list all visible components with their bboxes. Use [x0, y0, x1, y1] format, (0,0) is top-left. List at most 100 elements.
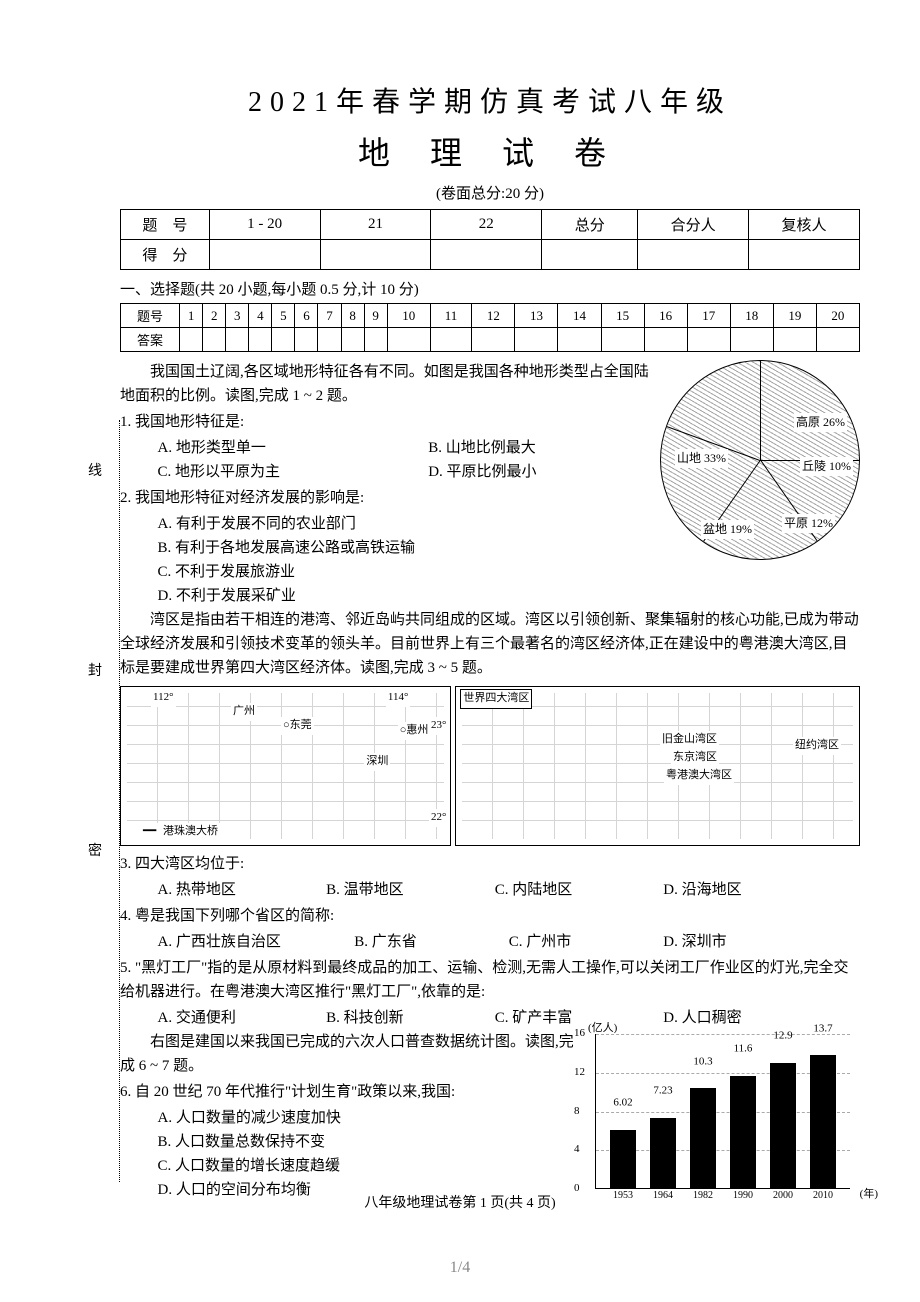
bar [730, 1076, 756, 1188]
bar-value-label: 12.9 [773, 1028, 792, 1046]
pie-chart-figure: 高原 26% 丘陵 10% 平原 12% 盆地 19% 山地 33% [660, 360, 860, 560]
answer-cell [515, 328, 558, 352]
q2-opt-c: C. 不利于发展旅游业 [158, 560, 861, 584]
page-counter: 1/4 [0, 1259, 920, 1277]
q4-stem: 4. 粤是我国下列哪个省区的简称: [120, 904, 860, 928]
answer-cell [364, 328, 387, 352]
binding-line [100, 420, 120, 1182]
q3-opt-b: B. 温带地区 [326, 878, 495, 902]
page-footer: 八年级地理试卷第 1 页(共 4 页) [0, 1192, 920, 1212]
bar-value-label: 7.23 [653, 1083, 672, 1101]
answer-header-num: 2 [203, 304, 226, 328]
bar-value-label: 11.6 [734, 1040, 753, 1058]
answer-cell [387, 328, 430, 352]
answer-cell [558, 328, 601, 352]
answer-header-num: 8 [341, 304, 364, 328]
q2-opt-d: D. 不利于发展采矿业 [158, 584, 861, 608]
answer-header-num: 12 [472, 304, 515, 328]
bar [810, 1055, 836, 1188]
pie-label-pendi: 盆地 19% [701, 520, 754, 539]
pie-label-gaoyuan: 高原 26% [794, 413, 847, 432]
answer-header-num: 17 [687, 304, 730, 328]
q1-opt-a: A. 地形类型单一 [158, 436, 425, 460]
answer-header-num: 19 [773, 304, 816, 328]
answer-table-row: 答案 [121, 328, 860, 352]
answer-header-num: 20 [816, 304, 859, 328]
answer-header-num: 7 [318, 304, 341, 328]
q1-opt-d: D. 平原比例最小 [428, 460, 597, 484]
q4-opt-a: A. 广西壮族自治区 [158, 930, 355, 954]
answer-header-num: 16 [644, 304, 687, 328]
answer-cell [687, 328, 730, 352]
answer-cell [203, 328, 226, 352]
q5-opt-a: A. 交通便利 [158, 1006, 327, 1030]
map-right-title: 世界四大湾区 [460, 689, 532, 709]
bar [770, 1063, 796, 1188]
answer-header-num: 6 [295, 304, 318, 328]
answer-header-num: 3 [226, 304, 249, 328]
bar [650, 1118, 676, 1188]
map-row: 112° 114° 广州 ○东莞 ○惠州 23° 深圳 港珠澳大桥 22° ━━… [120, 686, 860, 846]
answer-header-num: 11 [430, 304, 472, 328]
q1-opt-c: C. 地形以平原为主 [158, 460, 425, 484]
answer-cell [730, 328, 773, 352]
answer-header-num: 5 [272, 304, 295, 328]
map-left: 112° 114° 广州 ○东莞 ○惠州 23° 深圳 港珠澳大桥 22° ━━ [120, 686, 451, 846]
answer-cell [318, 328, 341, 352]
answer-table-header: 题号1234567891011121314151617181920 [121, 304, 860, 328]
score-table-row: 得 分 [121, 240, 860, 270]
answer-cell [180, 328, 203, 352]
answer-header-num: 10 [387, 304, 430, 328]
q3-opt-a: A. 热带地区 [158, 878, 327, 902]
answer-cell [773, 328, 816, 352]
q5-opt-b: B. 科技创新 [326, 1006, 495, 1030]
title-line2: 地 理 试 卷 [120, 128, 860, 174]
q5-opt-d: D. 人口稠密 [663, 1006, 832, 1030]
bar-value-label: 6.02 [613, 1095, 632, 1113]
score-table-header: 题 号 1 - 20 21 22 总分 合分人 复核人 [121, 210, 860, 240]
answer-cell [341, 328, 364, 352]
answer-header-num: 4 [249, 304, 272, 328]
q3-stem: 3. 四大湾区均位于: [120, 852, 860, 876]
answer-header-num: 14 [558, 304, 601, 328]
answer-header-num: 15 [601, 304, 644, 328]
q4-opt-d: D. 深圳市 [663, 930, 832, 954]
q4-opt-b: B. 广东省 [354, 930, 509, 954]
score-table: 题 号 1 - 20 21 22 总分 合分人 复核人 得 分 [120, 209, 860, 270]
title-line1: 2021年春学期仿真考试八年级 [120, 80, 860, 120]
q1-opt-b: B. 山地比例最大 [428, 436, 597, 460]
q4-opt-c: C. 广州市 [509, 930, 664, 954]
map-right: 世界四大湾区 旧金山湾区 东京湾区 粤港澳大湾区 纽约湾区 [455, 686, 860, 846]
exam-page: 线 封 密 2021年春学期仿真考试八年级 地 理 试 卷 (卷面总分:20 分… [0, 0, 920, 1302]
answer-cell [816, 328, 859, 352]
answer-cell [272, 328, 295, 352]
pie-label-shandi: 山地 33% [675, 449, 728, 468]
intro-2: 湾区是指由若干相连的港湾、邻近岛屿共同组成的区域。湾区以引领创新、聚集辐射的核心… [120, 608, 860, 680]
q5-stem: 5. "黑灯工厂"指的是从原材料到最终成品的加工、运输、检测,无需人工操作,可以… [120, 956, 860, 1004]
answer-cell [226, 328, 249, 352]
bar-ytick: 12 [574, 1064, 585, 1082]
q3-opt-d: D. 沿海地区 [663, 878, 832, 902]
bar-value-label: 10.3 [693, 1053, 712, 1071]
answer-cell [295, 328, 318, 352]
bar [610, 1130, 636, 1188]
pie-label-qiuling: 丘陵 10% [800, 457, 853, 476]
answer-header-num: 9 [364, 304, 387, 328]
subtitle: (卷面总分:20 分) [120, 182, 860, 203]
bar-value-label: 13.7 [813, 1020, 832, 1038]
pie-label-pingyuan: 平原 12% [782, 514, 835, 533]
bar-ytick: 8 [574, 1103, 580, 1121]
answer-row-label: 答案 [121, 328, 180, 352]
bar-ytick: 4 [574, 1141, 580, 1159]
answer-cell [644, 328, 687, 352]
answer-header-num: 13 [515, 304, 558, 328]
bar-ytick: 16 [574, 1025, 585, 1043]
q3-opt-c: C. 内陆地区 [495, 878, 664, 902]
answer-table: 题号1234567891011121314151617181920 答案 [120, 303, 860, 352]
answer-cell [249, 328, 272, 352]
section-title: 一、选择题(共 20 小题,每小题 0.5 分,计 10 分) [120, 278, 860, 299]
bar [690, 1088, 716, 1188]
bar-chart: (亿人) (年) 04812166.0219537.23196410.31982… [595, 1034, 850, 1189]
answer-cell [601, 328, 644, 352]
answer-cell [472, 328, 515, 352]
